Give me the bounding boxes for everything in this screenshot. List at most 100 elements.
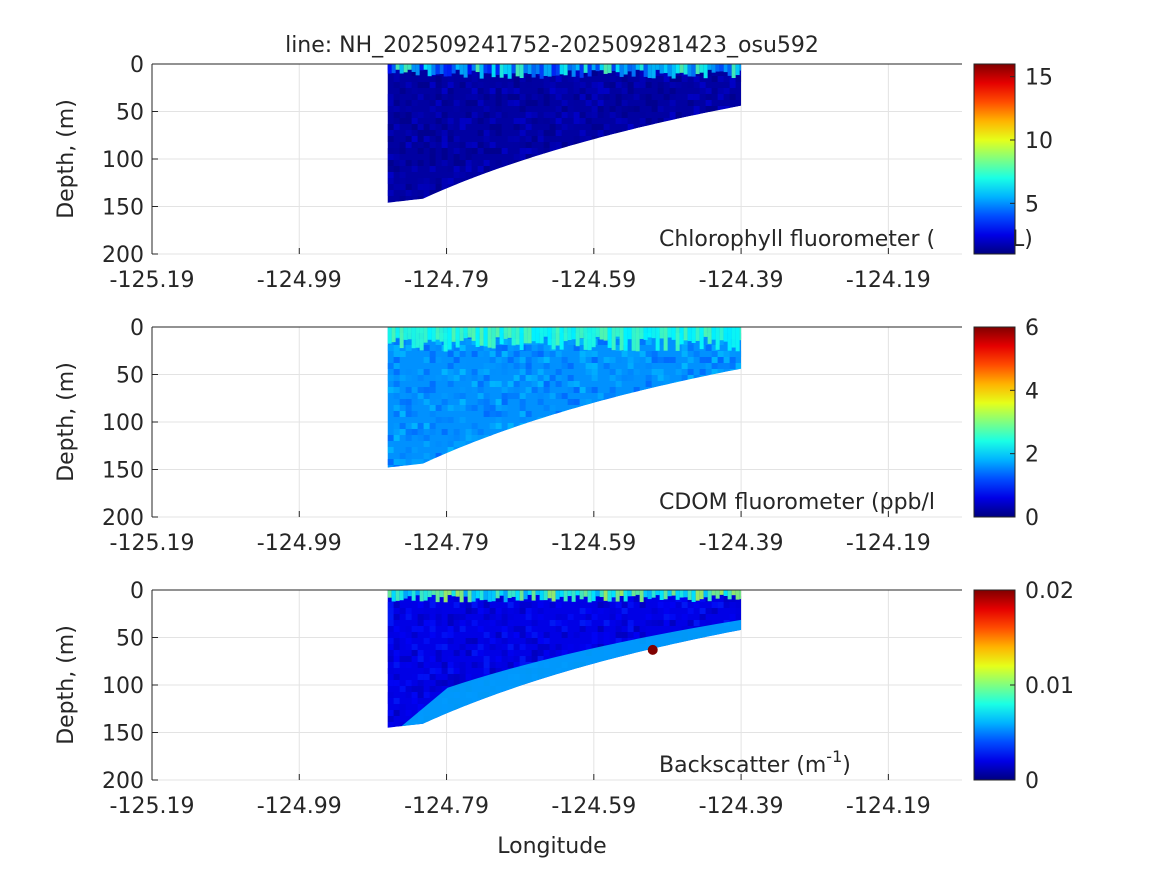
section-cell — [447, 620, 454, 626]
section-cell — [435, 76, 442, 82]
section-cell — [435, 339, 442, 345]
section-cell — [657, 357, 664, 363]
section-cell — [423, 638, 430, 644]
section-cell — [615, 339, 622, 345]
section-cell — [465, 154, 472, 160]
section-cell — [489, 88, 496, 94]
section-cell — [543, 644, 550, 650]
section-cell — [693, 76, 700, 82]
x-tick-label: -124.59 — [551, 268, 636, 293]
section-cell — [393, 602, 400, 608]
surface-cell — [467, 64, 472, 75]
section-cell — [561, 620, 568, 626]
section-cell — [387, 154, 394, 160]
surface-cell — [655, 64, 660, 70]
section-cell — [459, 142, 466, 148]
section-cell — [507, 100, 514, 106]
section-cell — [633, 596, 640, 602]
section-cell — [495, 381, 502, 387]
section-cell — [621, 88, 628, 94]
section-cell — [711, 608, 718, 614]
section-cell — [675, 602, 682, 608]
section-cell — [447, 405, 454, 411]
surface-cell — [739, 590, 742, 600]
section-cell — [477, 435, 484, 441]
surface-cell — [391, 590, 396, 602]
section-cell — [453, 375, 460, 381]
annotation-tail: L) — [1012, 227, 1033, 252]
section-cell — [543, 393, 550, 399]
section-cell — [537, 130, 544, 136]
section-cell — [555, 130, 562, 136]
section-cell — [591, 88, 598, 94]
section-cell — [399, 423, 406, 429]
surface-cell — [711, 590, 716, 596]
section-cell — [423, 608, 430, 614]
surface-cell — [423, 590, 428, 601]
section-cell — [495, 357, 502, 363]
section-cell — [459, 620, 466, 626]
surface-cell — [407, 64, 412, 70]
section-cell — [687, 82, 694, 88]
section-cell — [453, 596, 460, 602]
section-cell — [519, 393, 526, 399]
section-cell — [489, 423, 496, 429]
colorbar-tick-label: 4 — [1025, 379, 1039, 404]
section-cell — [627, 351, 634, 357]
surface-cell — [439, 64, 444, 75]
section-cell — [555, 626, 562, 632]
section-cell — [537, 602, 544, 608]
surface-cell — [495, 327, 500, 338]
section-cell — [501, 614, 508, 620]
section-cell — [573, 94, 580, 100]
section-cell — [735, 614, 742, 620]
colorbar-tick-label: 2 — [1025, 443, 1039, 468]
section-cell — [591, 369, 598, 375]
section-cell — [477, 650, 484, 656]
section-cell — [441, 124, 448, 130]
panel-annotation: CDOM fluorometer (ppb/l — [659, 490, 935, 515]
section-cell — [675, 112, 682, 118]
section-cell — [387, 160, 394, 166]
section-cell — [453, 154, 460, 160]
section-cell — [531, 620, 538, 626]
section-cell — [447, 656, 454, 662]
section-cell — [627, 124, 634, 130]
section-cell — [597, 602, 604, 608]
section-cell — [579, 88, 586, 94]
section-cell — [573, 70, 580, 76]
surface-cell — [427, 327, 432, 340]
section-cell — [615, 94, 622, 100]
section-cell — [579, 130, 586, 136]
surface-cell — [539, 590, 544, 601]
section-cell — [651, 100, 658, 106]
x-tick-label: -125.19 — [110, 531, 195, 556]
section-cell — [483, 375, 490, 381]
section-cell — [543, 136, 550, 142]
section-cell — [435, 608, 442, 614]
section-cell — [603, 82, 610, 88]
section-cell — [543, 650, 550, 656]
surface-cell — [551, 64, 556, 76]
section-cell — [465, 387, 472, 393]
surface-cell — [431, 327, 436, 342]
section-cell — [447, 100, 454, 106]
section-cell — [411, 710, 418, 716]
section-cell — [447, 614, 454, 620]
section-cell — [411, 70, 418, 76]
section-cell — [465, 106, 472, 112]
section-cell — [537, 88, 544, 94]
surface-cell — [723, 590, 728, 596]
section-cell — [531, 142, 538, 148]
surface-cell — [663, 327, 668, 351]
section-cell — [405, 82, 412, 88]
surface-cell — [527, 64, 532, 75]
section-cell — [531, 136, 538, 142]
x-tick-label: -125.19 — [110, 268, 195, 293]
section-cell — [597, 124, 604, 130]
surface-cell — [599, 64, 604, 71]
section-cell — [465, 166, 472, 172]
surface-cell — [719, 590, 724, 595]
section-cell — [645, 620, 652, 626]
surface-cell — [619, 590, 624, 596]
